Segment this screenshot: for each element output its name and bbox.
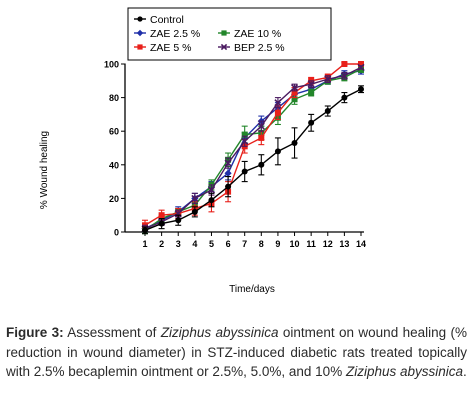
data-point <box>225 183 232 190</box>
data-point <box>274 99 282 107</box>
y-tick-label: 100 <box>104 60 119 70</box>
data-point <box>291 96 298 103</box>
data-point <box>274 148 281 155</box>
legend: Control ZAE 2.5 % ZAE 10 % ZAE 5 % BEP 2.5 % <box>127 7 332 61</box>
data-point <box>175 217 182 224</box>
y-tick-label: 40 <box>109 160 119 170</box>
series-line <box>144 63 361 226</box>
x-tick-label: 2 <box>159 239 164 249</box>
legend-box <box>127 7 332 61</box>
y-tick-label: 60 <box>109 127 119 137</box>
data-point <box>208 197 215 204</box>
x-tick-label: 3 <box>176 239 181 249</box>
series-line <box>144 70 362 230</box>
legend-item: ZAE 2.5 % <box>134 28 200 40</box>
x-tick-label: 14 <box>356 239 366 249</box>
series-control <box>142 85 364 235</box>
x-tick-label: 12 <box>323 239 333 249</box>
legend-label: BEP 2.5 % <box>234 42 285 54</box>
data-point <box>241 131 248 138</box>
x-axis-label: Time/days <box>229 284 275 295</box>
x-tick-label: 5 <box>209 239 214 249</box>
wound-healing-chart: Control ZAE 2.5 % ZAE 10 % ZAE 5 % BEP 2.5 %… <box>39 7 366 295</box>
legend-label: ZAE 5 % <box>150 42 191 54</box>
data-point <box>241 137 249 145</box>
data-point <box>308 89 315 96</box>
caption-species-2: Ziziphus abyssinica <box>345 364 464 379</box>
x-tick-label: 7 <box>242 239 247 249</box>
caption-species-1: Ziziphus abyssinica <box>160 325 279 340</box>
legend-label: ZAE 2.5 % <box>150 28 200 40</box>
legend-label: Control <box>150 14 184 26</box>
y-tick-label: 20 <box>109 194 119 204</box>
data-point <box>191 208 198 215</box>
y-tick-label: 0 <box>114 228 119 238</box>
x-tick-label: 1 <box>142 239 147 249</box>
data-point <box>341 61 348 67</box>
data-point <box>207 186 216 194</box>
data-point <box>358 86 364 93</box>
x-tick-label: 10 <box>290 239 300 249</box>
legend-label: ZAE 10 % <box>234 28 281 40</box>
x-tick-label: 6 <box>226 239 231 249</box>
data-point <box>274 109 281 116</box>
series-zae-2-5 <box>141 66 365 233</box>
legend-marker <box>220 43 228 51</box>
series-layer <box>141 61 365 235</box>
data-point <box>340 72 348 80</box>
data-point <box>257 122 265 130</box>
caption-text-1: Assessment of <box>63 325 161 340</box>
data-point <box>358 61 364 67</box>
y-axis-label: % Wound healing <box>39 131 50 209</box>
data-point <box>291 139 298 146</box>
data-point <box>291 89 298 96</box>
data-point <box>241 168 248 175</box>
series-zae-5 <box>142 61 364 231</box>
legend-item: Control <box>134 14 184 26</box>
data-point <box>191 194 199 202</box>
x-tick-label: 13 <box>339 239 349 249</box>
legend-marker <box>137 44 143 50</box>
data-point <box>357 63 365 71</box>
caption-text-2: ointment on wound healing (% reduction i… <box>6 325 467 379</box>
data-point <box>307 80 315 88</box>
data-point <box>158 212 165 219</box>
data-point <box>308 119 315 126</box>
data-point <box>258 161 265 168</box>
series-line <box>144 88 362 231</box>
x-tick-label: 9 <box>275 239 280 249</box>
legend-marker <box>221 30 227 36</box>
data-point <box>142 227 148 234</box>
x-tick-label: 4 <box>192 239 197 249</box>
legend-marker <box>136 29 144 37</box>
series-line <box>144 68 362 231</box>
y-tick-label: 80 <box>109 93 119 103</box>
data-point <box>324 108 331 115</box>
series-line <box>144 66 362 230</box>
data-point <box>341 94 348 101</box>
caption-text-3: . <box>463 364 467 379</box>
x-tick-label: 11 <box>306 239 316 249</box>
data-point <box>158 220 165 227</box>
legend-item: ZAE 10 % <box>218 28 281 40</box>
data-point <box>224 159 232 167</box>
caption-label: Figure 3: <box>6 325 64 340</box>
data-point <box>290 83 299 92</box>
legend-marker <box>137 16 143 22</box>
data-point <box>258 134 265 141</box>
data-point <box>224 169 232 177</box>
legend-item: ZAE 5 % <box>134 42 191 54</box>
data-point <box>324 75 332 83</box>
legend-item: BEP 2.5 % <box>218 42 285 54</box>
figure-caption: Figure 3: Assessment of Ziziphus abyssin… <box>6 323 467 382</box>
x-tick-label: 8 <box>259 239 264 249</box>
